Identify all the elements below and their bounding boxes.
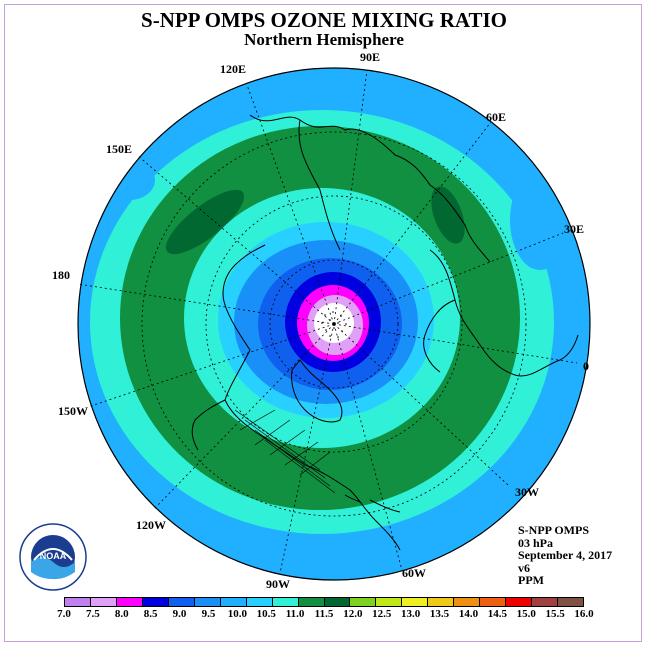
colorbar-tick-label: 7.0 — [57, 608, 71, 620]
field-outer-patch — [510, 170, 570, 270]
colorbar-tick-label: 9.0 — [172, 608, 187, 620]
colorbar-tick-label: 16.0 — [574, 608, 594, 620]
colorbar-tick-label: 14.5 — [487, 608, 507, 620]
colorbar-segment — [116, 598, 143, 606]
meridians — [77, 69, 578, 574]
colorbar-tick-label: 13.0 — [401, 608, 421, 620]
map-title: S-NPP OMPS OZONE MIXING RATIO — [141, 8, 507, 32]
colorbar-segment — [324, 598, 351, 606]
info-date: September 4, 2017 — [518, 548, 613, 562]
noaa-logo: NOAA — [19, 523, 87, 591]
colorbar-tick-label: 9.5 — [201, 608, 216, 620]
info-block: S-NPP OMPS 03 hPa September 4, 2017 v6 P… — [518, 524, 612, 587]
lon-label-60e: 60E — [486, 110, 507, 124]
colorbar-segment — [532, 598, 559, 606]
us-state-lines — [234, 409, 336, 494]
field-dark-green — [165, 189, 245, 255]
colorbar-segment — [168, 598, 195, 606]
lon-label-60w: 60W — [402, 566, 426, 580]
info-version: v6 — [518, 560, 530, 575]
colorbar-segment — [350, 598, 377, 606]
info-instrument: S-NPP OMPS — [518, 523, 589, 537]
pole-stipple — [321, 311, 347, 338]
colorbar — [64, 597, 584, 607]
coastlines — [191, 114, 579, 551]
colorbar-segment — [220, 598, 247, 606]
colorbar-segment — [272, 598, 299, 606]
colorbar-segment — [194, 598, 221, 606]
colorbar-segment — [246, 598, 273, 606]
lon-label-30w: 30W — [515, 485, 539, 499]
colorbar-segment — [402, 598, 429, 606]
colorbar-tick-label: 8.0 — [114, 608, 129, 620]
field-outer-patch — [105, 160, 155, 200]
lon-label-0: 0 — [583, 359, 589, 373]
colorbar-segment — [480, 598, 507, 606]
latitude-circles — [141, 131, 527, 517]
lon-label-180: 180 — [52, 268, 70, 282]
lon-label-120e: 120E — [220, 62, 247, 76]
colorbar-segment — [298, 598, 325, 606]
info-level: 03 hPa — [518, 535, 554, 550]
colorbar-tick-label: 10.0 — [227, 608, 247, 620]
map-border — [77, 67, 591, 581]
lon-label-150w: 150W — [58, 404, 88, 418]
colorbar-segment — [65, 598, 91, 606]
colorbar-segment — [428, 598, 455, 606]
lon-label-120w: 120W — [136, 518, 166, 532]
colorbar-tick-label: 12.5 — [372, 608, 392, 620]
colorbar-segment — [506, 598, 533, 606]
colorbar-segment — [558, 598, 584, 606]
colorbar-tick-label: 14.0 — [458, 608, 479, 620]
info-units: PPM — [518, 573, 544, 587]
colorbar-tick-label: 15.0 — [516, 608, 536, 620]
colorbar-tick-label: 13.5 — [429, 608, 450, 620]
colorbar-ticks: 7.0 7.5 8.0 8.5 9.0 9.5 10.0 10.5 11.0 11.5 12.0 12… — [57, 608, 594, 622]
colorbar-segment — [454, 598, 481, 606]
colorbar-tick-label: 15.5 — [545, 608, 565, 620]
lon-label-150e: 150E — [106, 142, 133, 156]
map-subtitle: Northern Hemisphere — [244, 30, 404, 49]
lon-label-90e: 90E — [360, 50, 381, 64]
colorbar-segment — [142, 598, 169, 606]
lon-label-90w: 90W — [266, 577, 290, 591]
noaa-logo-text: NOAA — [40, 551, 67, 561]
colorbar-tick-label: 11.5 — [314, 608, 334, 620]
colorbar-segment — [90, 598, 117, 606]
lon-label-30e: 30E — [564, 222, 585, 236]
colorbar-tick-label: 8.5 — [143, 608, 158, 620]
colorbar-tick-label: 7.5 — [86, 608, 100, 620]
field-dark-green — [431, 186, 465, 244]
colorbar-tick-label: 10.5 — [256, 608, 276, 620]
figure-frame — [4, 4, 642, 642]
colorbar-tick-label: 12.0 — [343, 608, 363, 620]
colorbar-segment — [376, 598, 403, 606]
colorbar-tick-label: 11.0 — [285, 608, 305, 620]
